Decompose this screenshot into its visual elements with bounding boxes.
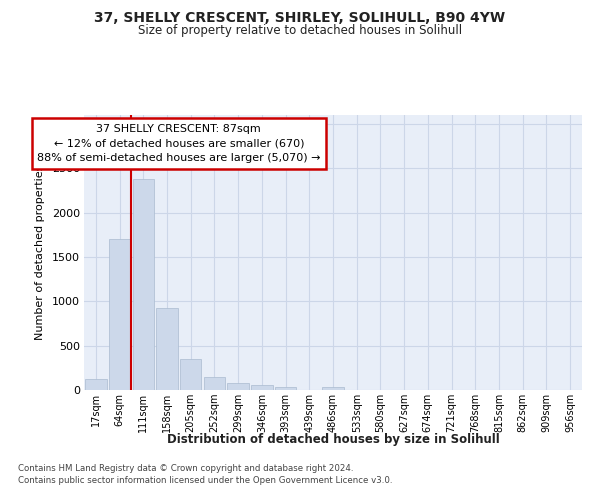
Bar xyxy=(275,388,296,390)
Text: Size of property relative to detached houses in Solihull: Size of property relative to detached ho… xyxy=(138,24,462,37)
Bar xyxy=(85,380,107,390)
Text: Contains public sector information licensed under the Open Government Licence v3: Contains public sector information licen… xyxy=(18,476,392,485)
Bar xyxy=(251,385,272,390)
Bar xyxy=(157,308,178,390)
Bar xyxy=(180,359,202,390)
Bar xyxy=(227,383,249,390)
Text: Distribution of detached houses by size in Solihull: Distribution of detached houses by size … xyxy=(167,432,499,446)
Bar xyxy=(204,376,225,390)
Bar xyxy=(322,388,344,390)
Text: Contains HM Land Registry data © Crown copyright and database right 2024.: Contains HM Land Registry data © Crown c… xyxy=(18,464,353,473)
Text: 37 SHELLY CRESCENT: 87sqm
← 12% of detached houses are smaller (670)
88% of semi: 37 SHELLY CRESCENT: 87sqm ← 12% of detac… xyxy=(37,124,320,164)
Bar xyxy=(109,239,130,390)
Y-axis label: Number of detached properties: Number of detached properties xyxy=(35,165,45,340)
Text: 37, SHELLY CRESCENT, SHIRLEY, SOLIHULL, B90 4YW: 37, SHELLY CRESCENT, SHIRLEY, SOLIHULL, … xyxy=(94,11,506,25)
Bar xyxy=(133,179,154,390)
